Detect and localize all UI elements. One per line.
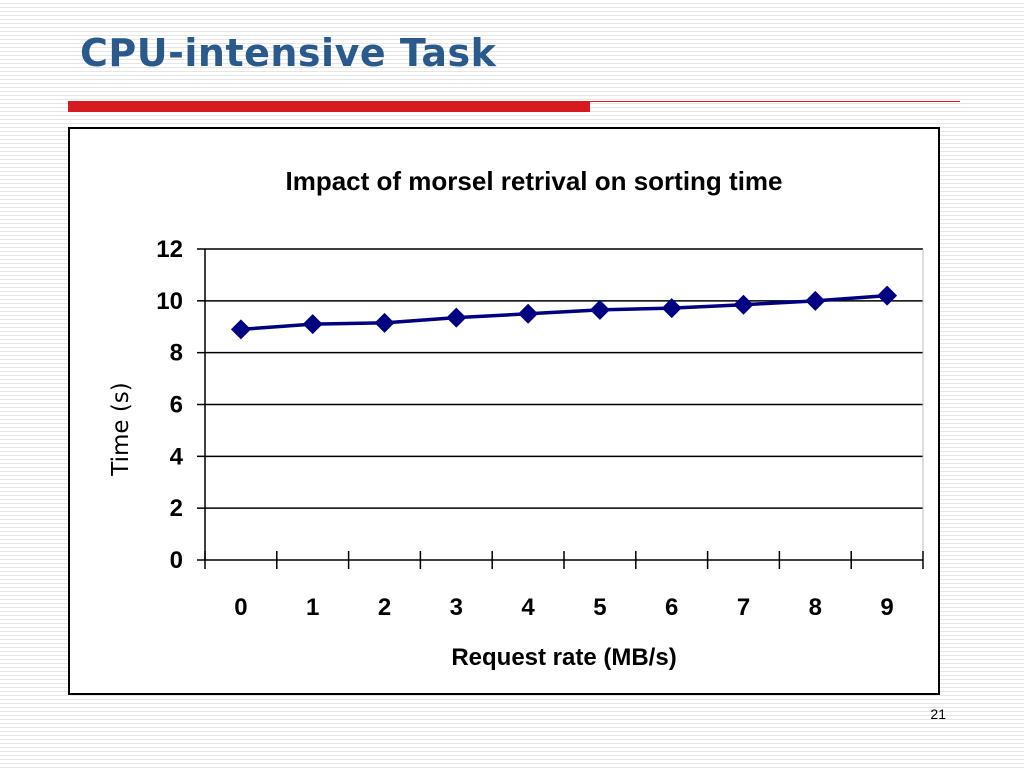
- x-axis: 0 1 2 3 4 5 6 7 8 9: [204, 551, 924, 621]
- x-tick-label: 5: [593, 594, 606, 621]
- data-point: [374, 312, 395, 333]
- data-point: [877, 285, 898, 306]
- x-tick-label: 3: [450, 594, 463, 621]
- x-tick-label: 6: [665, 594, 678, 621]
- data-point: [661, 298, 682, 319]
- data-point: [302, 314, 323, 335]
- x-tick-label: 1: [306, 594, 319, 621]
- x-tick-label: 7: [737, 594, 750, 621]
- x-tick-label: 8: [809, 594, 822, 621]
- y-tick-label: 4: [170, 443, 184, 470]
- chart-title: Impact of morsel retrival on sorting tim…: [286, 166, 783, 196]
- y-tick-label: 12: [156, 236, 183, 263]
- title-accent-bar: [68, 101, 590, 112]
- data-point: [805, 290, 826, 311]
- data-point: [518, 303, 539, 324]
- slide-title: CPU-intensive Task: [80, 31, 497, 75]
- y-tick-label: 8: [170, 340, 183, 367]
- data-point: [446, 307, 467, 328]
- y-tick-label: 0: [170, 547, 183, 574]
- x-axis-label: Request rate (MB/s): [451, 644, 676, 671]
- data-point: [230, 319, 251, 340]
- x-tick-label: 4: [521, 594, 535, 621]
- series-line: [240, 293, 888, 332]
- page-number: 21: [930, 706, 946, 722]
- gridlines: [205, 248, 923, 509]
- y-tick-label: 10: [156, 288, 183, 315]
- data-point: [589, 299, 610, 320]
- y-tick-label: 2: [170, 495, 183, 522]
- title-accent-line: [590, 101, 960, 102]
- chart-frame: Impact of morsel retrival on sorting tim…: [68, 127, 940, 695]
- series-line-path: [240, 293, 888, 332]
- x-tick-label: 9: [880, 594, 893, 621]
- x-tick-label: 0: [234, 594, 247, 621]
- x-tick-label: 2: [378, 594, 391, 621]
- y-tick-label: 6: [170, 392, 183, 419]
- chart: Impact of morsel retrival on sorting tim…: [108, 166, 924, 671]
- series-markers: [230, 285, 898, 340]
- data-point: [733, 294, 754, 315]
- y-axis: 0 2 4 6 8 10 12: [156, 236, 206, 574]
- y-axis-label: Time (s): [108, 382, 134, 477]
